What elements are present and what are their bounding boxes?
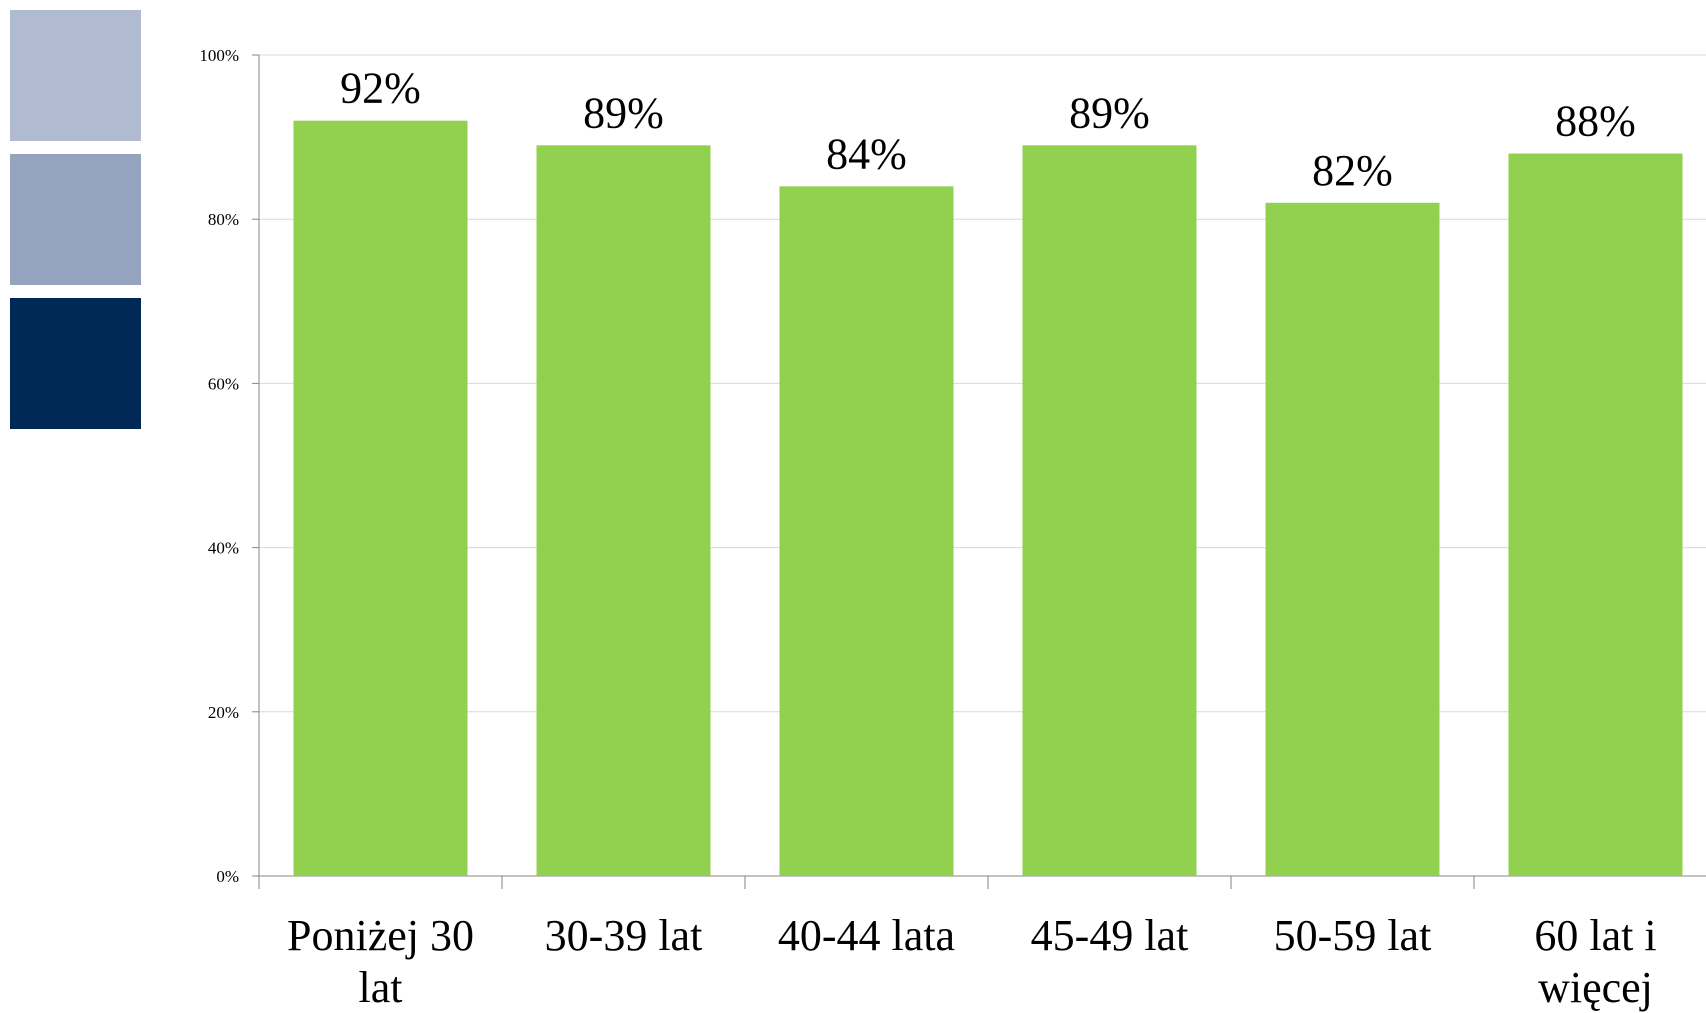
x-category-label-line: więcej bbox=[1538, 963, 1653, 1012]
x-category-label-line: lat bbox=[359, 963, 403, 1012]
bar bbox=[779, 186, 954, 877]
y-tick-label: 40% bbox=[208, 539, 239, 558]
x-category-label: 30-39 lat bbox=[545, 911, 703, 960]
decorative-square-dark bbox=[10, 298, 141, 429]
x-category-label: 60 lat i więcej bbox=[1534, 911, 1656, 1012]
x-category-label-line: 30-39 lat bbox=[545, 911, 703, 960]
x-category-label: 50-59 lat bbox=[1274, 911, 1432, 960]
data-label: 92% bbox=[340, 64, 421, 113]
bar bbox=[1508, 153, 1683, 876]
bar bbox=[1265, 202, 1440, 876]
data-label: 89% bbox=[583, 88, 664, 137]
x-category-label: Poniżej 30 lat bbox=[287, 911, 474, 1012]
data-label: 88% bbox=[1555, 97, 1636, 146]
y-tick-label: 20% bbox=[208, 703, 239, 722]
y-tick-label: 0% bbox=[216, 867, 239, 886]
data-label: 84% bbox=[826, 129, 907, 178]
x-category-label: 45-49 lat bbox=[1031, 911, 1189, 960]
x-category-label-line: Poniżej 30 bbox=[287, 911, 474, 960]
bar bbox=[536, 145, 711, 876]
x-category-label-line: 50-59 lat bbox=[1274, 911, 1432, 960]
y-tick-label: 60% bbox=[208, 374, 239, 393]
x-category-label-line: 40-44 lata bbox=[778, 911, 955, 960]
y-tick-label: 100% bbox=[199, 46, 239, 65]
y-tick-label: 80% bbox=[208, 210, 239, 229]
x-category-label-line: 60 lat i bbox=[1534, 911, 1656, 960]
decorative-square-light bbox=[10, 10, 141, 141]
x-category-label-line: 45-49 lat bbox=[1031, 911, 1189, 960]
x-category-label: 40-44 lata bbox=[778, 911, 955, 960]
data-label: 82% bbox=[1312, 146, 1393, 195]
data-label: 89% bbox=[1069, 88, 1150, 137]
decorative-square-medium bbox=[10, 154, 141, 285]
bar bbox=[1022, 145, 1197, 876]
bar bbox=[293, 120, 468, 877]
